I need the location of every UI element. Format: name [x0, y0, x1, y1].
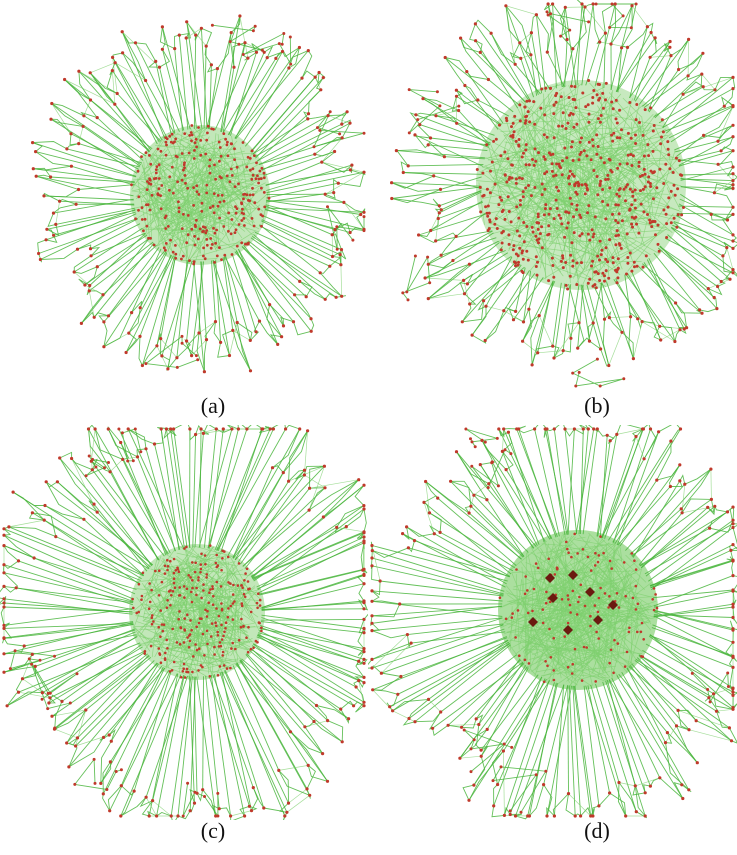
caption-c: (c) — [200, 818, 226, 843]
graph-panel-d — [368, 425, 737, 820]
graph-panel-b — [390, 0, 737, 388]
caption-a: (a) — [200, 393, 226, 418]
graph-panel-c — [0, 425, 368, 820]
edges — [368, 425, 737, 820]
nodes — [2, 427, 366, 818]
caption-d: (d) — [584, 818, 610, 843]
nodes — [370, 427, 735, 818]
edges — [0, 425, 368, 820]
nodes — [390, 2, 735, 388]
caption-b: (b) — [584, 393, 610, 418]
graph-panel-a — [30, 14, 366, 374]
nodes — [30, 14, 366, 374]
